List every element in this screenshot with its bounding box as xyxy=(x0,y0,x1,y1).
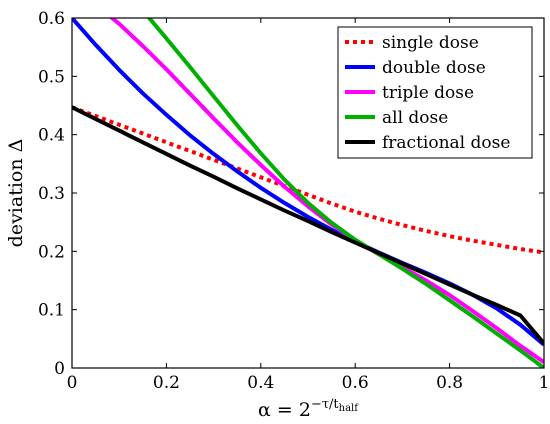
y-tick-label: 0 xyxy=(54,359,65,379)
x-tick-label: 0.6 xyxy=(342,373,369,393)
x-axis-title-base: α = 2 xyxy=(258,399,311,421)
legend: single dose double dose triple dose all dos… xyxy=(337,26,533,159)
y-tick-label: 0.1 xyxy=(38,301,65,321)
x-tick-label: 1 xyxy=(539,373,550,393)
x-tick-label: 0 xyxy=(67,373,78,393)
series-line-fractional-dose xyxy=(72,105,544,345)
legend-label: triple dose xyxy=(382,83,474,103)
legend-label: all dose xyxy=(382,108,448,128)
x-axis-title: α = 2−τ/thalf xyxy=(258,397,359,421)
y-tick-label: 0.4 xyxy=(38,126,65,146)
x-axis-title-subscript: half xyxy=(339,403,360,414)
ticks-layer: 0 0.2 0.4 0.6 0.8 1 0 0.1 0.2 0.3 0.4 0.5 0.6 xyxy=(38,9,549,393)
x-tick-label: 0.8 xyxy=(436,373,463,393)
x-tick-label: 0.2 xyxy=(153,373,180,393)
y-tick-label: 0.2 xyxy=(38,242,65,262)
legend-label: fractional dose xyxy=(382,133,510,153)
series-line-triple-dose xyxy=(108,18,544,364)
series-line-single-dose xyxy=(72,105,544,255)
x-axis-title-exponent: −τ/t xyxy=(311,397,339,412)
legend-label: single dose xyxy=(382,33,479,53)
y-tick-label: 0.6 xyxy=(38,9,65,29)
y-axis-title: deviation Δ xyxy=(5,139,27,248)
series-layer xyxy=(72,18,544,368)
y-tick-label: 0.3 xyxy=(38,184,65,204)
series-line-all-dose xyxy=(146,18,544,368)
y-tick-label: 0.5 xyxy=(38,67,65,87)
x-tick-label: 0.4 xyxy=(247,373,274,393)
legend-label: double dose xyxy=(382,58,486,78)
